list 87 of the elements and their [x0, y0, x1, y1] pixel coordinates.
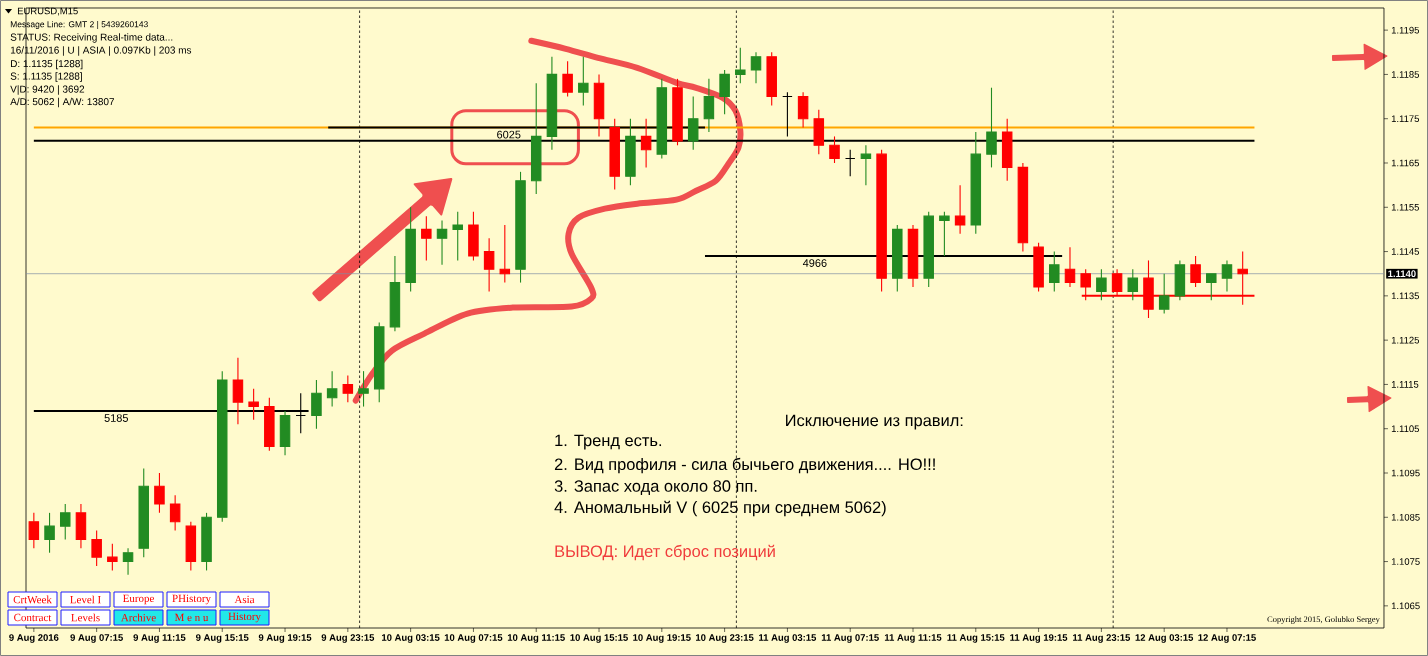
- candlestick: [279, 410, 291, 456]
- annotation: 1. Тренд есть.: [555, 434, 662, 450]
- annotation: Message Line: GMT 2 | 5439260143: [10, 21, 148, 29]
- annotation: PHistory: [172, 594, 211, 605]
- candlestick: [122, 547, 134, 576]
- y-tick-label: 1.1115: [1391, 381, 1419, 388]
- x-tick-label: 9 Aug 2016: [9, 634, 59, 643]
- y-tick-label: 1.1195: [1391, 26, 1420, 34]
- annotation: 5185: [104, 414, 128, 422]
- candlestick: [436, 220, 448, 266]
- y-tick-label: 1.1145: [1391, 248, 1420, 255]
- y-tick-label: 1.1125: [1391, 336, 1420, 344]
- candlestick: [546, 56, 558, 151]
- candlestick: [954, 184, 966, 235]
- candlestick: [1221, 259, 1233, 292]
- candlestick: [1064, 246, 1076, 288]
- x-tick-label: 10 Aug 03:15: [382, 634, 440, 643]
- candlestick: [1174, 259, 1186, 301]
- annotation: S: 1.1135 [1288]: [10, 72, 82, 82]
- y-tick-label: 1.1165: [1391, 159, 1420, 167]
- annotation: D: 1.1135 [1288]: [11, 59, 83, 70]
- annotation: 2. Вид профиля - сила бычьего движения.... НО!!!: [554, 457, 935, 474]
- annotation: 3. Запас хода около 80 пп.: [554, 480, 757, 495]
- candlestick: [797, 91, 809, 129]
- annotation: 4966: [802, 259, 827, 267]
- candlestick: [232, 357, 244, 425]
- x-tick-label: 10 Aug 15:15: [570, 634, 628, 643]
- ref-line-label: 1.1140: [1388, 270, 1416, 278]
- candlestick: [750, 51, 762, 84]
- candlestick: [169, 494, 181, 532]
- annotation: 6025: [497, 130, 521, 139]
- annotation: Europe: [122, 594, 154, 605]
- x-tick-label: 10 Aug 23:15: [696, 634, 754, 643]
- candlestick: [1017, 162, 1029, 253]
- annotation: Level I: [70, 595, 101, 604]
- x-tick-label: 12 Aug 07:15: [1198, 634, 1256, 643]
- y-tick-label: 1.1105: [1391, 425, 1420, 433]
- x-tick-label: 10 Aug 07:15: [444, 634, 503, 643]
- x-tick-label: 11 Aug 15:15: [947, 634, 1005, 643]
- annotation: M e n u: [174, 613, 209, 622]
- y-tick-label: 1.1065: [1391, 602, 1420, 610]
- x-tick-label: 9 Aug 19:15: [258, 634, 312, 643]
- candlestick: [326, 370, 338, 408]
- candlestick: [499, 224, 511, 284]
- candlestick: [907, 224, 919, 288]
- annotation: ВЫВОД: Идет сброс позиций: [555, 544, 775, 561]
- x-tick-label: 11 Aug 23:15: [1073, 634, 1131, 643]
- candlestick: [75, 503, 87, 549]
- x-tick-label: 11 Aug 07:15: [821, 634, 879, 643]
- annotation: V|D: 9420 | 3692: [10, 85, 85, 95]
- y-tick-label: 1.1185: [1391, 71, 1420, 78]
- candlestick: [640, 118, 652, 168]
- x-tick-label: 12 Aug 03:15: [1135, 634, 1194, 643]
- candlestick: [860, 144, 872, 186]
- candlestick: [389, 255, 401, 332]
- x-tick-label: 9 Aug 07:15: [70, 634, 123, 643]
- x-tick-label: 11 Aug 03:15: [759, 634, 817, 643]
- candlestick: [782, 91, 793, 137]
- annotation: CrtWeek: [13, 595, 52, 604]
- x-tick-label: 9 Aug 15:15: [196, 634, 249, 643]
- y-tick-label: 1.1175: [1391, 115, 1420, 123]
- y-tick-label: 1.1095: [1391, 469, 1420, 477]
- annotation: A/D: 5062 | A/W: 13807: [10, 97, 115, 108]
- y-tick-label: 1.1135: [1391, 292, 1420, 300]
- annotation: 16/11/2016 | U | ASIA | 0.097Kb | 203 ms: [10, 46, 192, 56]
- annotation: History: [228, 612, 261, 623]
- candlestick: [483, 237, 495, 292]
- annotation: Copyright 2015, Golubko Sergey: [1267, 616, 1380, 624]
- candlestick: [703, 78, 715, 133]
- annotation: Исключение из правил:: [786, 414, 963, 430]
- x-tick-label: 9 Aug 11:15: [133, 634, 186, 643]
- x-tick-label: 10 Aug 19:15: [633, 634, 691, 643]
- x-tick-label: 9 Aug 23:15: [321, 634, 375, 643]
- y-tick-label: 1.1085: [1391, 513, 1420, 521]
- x-tick-label: 11 Aug 11:15: [884, 634, 942, 643]
- annotation: Contract: [14, 613, 52, 622]
- chart-title: EURUSD,M15: [17, 7, 78, 16]
- annotation: Levels: [71, 613, 100, 622]
- annotation: 4. Аномальный V ( 6025 при среднем 5062): [554, 500, 886, 517]
- y-tick-label: 1.1075: [1391, 558, 1420, 565]
- annotation: Asia: [234, 595, 255, 604]
- candlestick: [593, 73, 605, 137]
- y-tick-label: 1.1155: [1391, 203, 1420, 211]
- x-tick-label: 11 Aug 19:15: [1010, 634, 1068, 643]
- annotation: Archive: [120, 613, 156, 622]
- annotation: STATUS: Receiving Real-time data...: [10, 33, 173, 43]
- x-tick-label: 10 Aug 11:15: [507, 634, 565, 643]
